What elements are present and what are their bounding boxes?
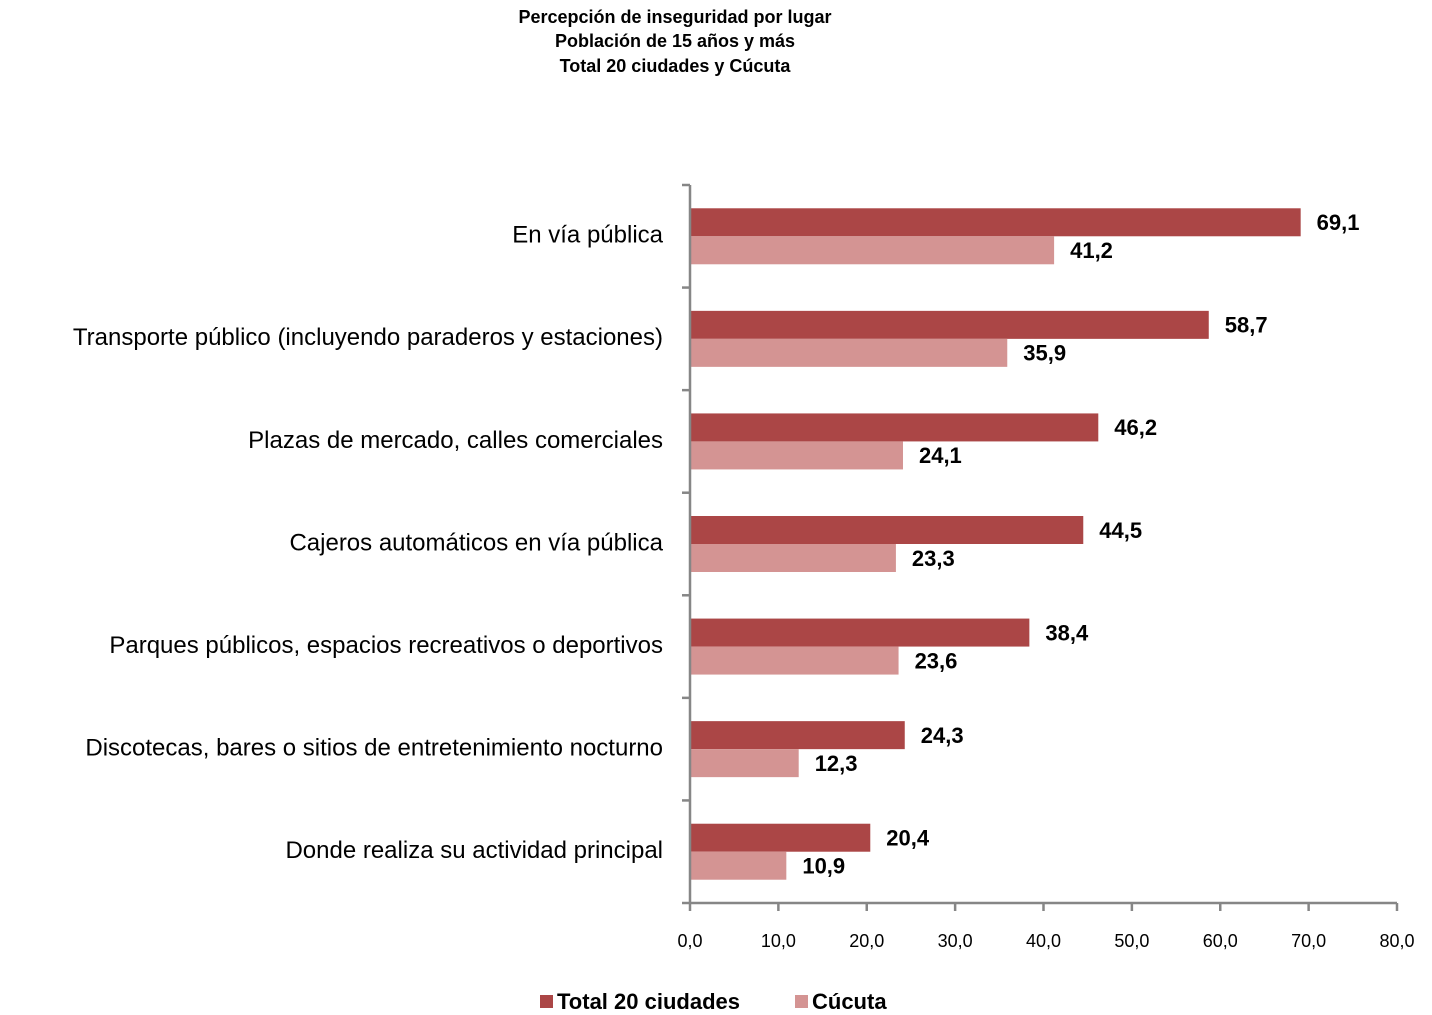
data-label: 44,5 bbox=[1099, 518, 1142, 543]
chart-subtitle: Total 20 ciudades y Cúcuta bbox=[560, 56, 792, 76]
bar bbox=[690, 413, 1099, 442]
x-tick-label: 60,0 bbox=[1203, 931, 1238, 951]
bar bbox=[690, 721, 905, 750]
x-tick-label: 40,0 bbox=[1026, 931, 1061, 951]
data-label: 69,1 bbox=[1317, 210, 1360, 235]
data-label: 10,9 bbox=[802, 854, 845, 879]
bar bbox=[690, 310, 1209, 339]
y-tick-label: Cajeros automáticos en vía pública bbox=[289, 529, 663, 556]
bar bbox=[690, 208, 1301, 237]
x-tick-label: 10,0 bbox=[761, 931, 796, 951]
y-tick-label: Donde realiza su actividad principal bbox=[285, 837, 663, 864]
legend-label: Total 20 ciudades bbox=[557, 989, 740, 1014]
x-tick-label: 20,0 bbox=[849, 931, 884, 951]
data-label: 41,2 bbox=[1070, 238, 1113, 263]
x-tick-label: 50,0 bbox=[1114, 931, 1149, 951]
data-label: 58,7 bbox=[1225, 313, 1268, 338]
y-tick-label: En vía pública bbox=[512, 222, 663, 249]
bar bbox=[690, 338, 1008, 367]
data-label: 38,4 bbox=[1045, 620, 1089, 645]
chart-title: Percepción de inseguridad por lugar bbox=[518, 7, 831, 27]
bar bbox=[690, 618, 1030, 647]
x-tick-label: 0,0 bbox=[677, 931, 702, 951]
y-tick-label: Transporte público (incluyendo paraderos… bbox=[73, 324, 663, 351]
chart-subtitle: Población de 15 años y más bbox=[555, 31, 795, 51]
data-label: 12,3 bbox=[815, 751, 858, 776]
y-tick-label: Discotecas, bares o sitios de entretenim… bbox=[85, 734, 663, 761]
data-label: 24,1 bbox=[919, 443, 962, 468]
legend-swatch bbox=[795, 995, 808, 1008]
bar bbox=[690, 851, 787, 880]
legend-label: Cúcuta bbox=[812, 989, 887, 1014]
data-label: 23,3 bbox=[912, 546, 955, 571]
bar bbox=[690, 544, 896, 572]
x-tick-label: 80,0 bbox=[1379, 931, 1414, 951]
bar bbox=[690, 646, 899, 675]
x-tick-label: 70,0 bbox=[1291, 931, 1326, 951]
y-tick-label: Parques públicos, espacios recreativos o… bbox=[109, 632, 663, 659]
data-label: 23,6 bbox=[915, 648, 958, 673]
legend-swatch bbox=[540, 995, 553, 1008]
data-label: 35,9 bbox=[1023, 341, 1066, 366]
x-tick-label: 30,0 bbox=[938, 931, 973, 951]
data-label: 20,4 bbox=[886, 826, 930, 851]
y-tick-label: Plazas de mercado, calles comerciales bbox=[248, 427, 663, 454]
bar bbox=[690, 441, 903, 470]
bar bbox=[690, 823, 871, 852]
bar bbox=[690, 236, 1055, 265]
bar bbox=[690, 516, 1084, 544]
data-label: 24,3 bbox=[921, 723, 964, 748]
data-label: 46,2 bbox=[1114, 415, 1157, 440]
bar bbox=[690, 749, 799, 778]
